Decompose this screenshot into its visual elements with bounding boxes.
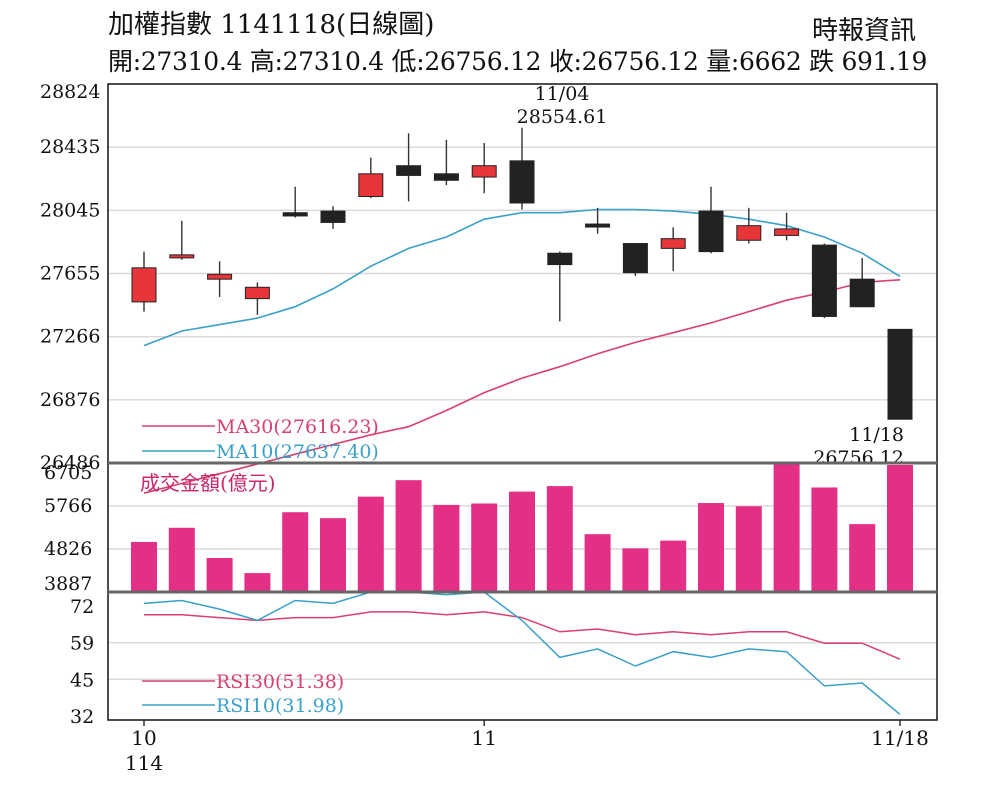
ma30-line xyxy=(143,279,901,494)
rsi30-legend-label: RSI30(51.38) xyxy=(216,671,344,693)
price-tick-label: 26876 xyxy=(40,389,100,411)
candle-body xyxy=(849,278,875,308)
volume-bar xyxy=(660,540,687,592)
volume-bar xyxy=(735,506,762,592)
price-tick-label: 28045 xyxy=(40,199,100,221)
volume-tick-label: 3887 xyxy=(44,573,92,595)
volume-bar xyxy=(849,524,876,592)
rsi-tick-label: 45 xyxy=(70,669,94,691)
volume-bar xyxy=(887,464,913,592)
volume-bar xyxy=(395,480,422,592)
x-tick-label: 11 xyxy=(471,726,496,750)
candle-body xyxy=(660,238,686,249)
volume-bar xyxy=(357,496,384,592)
volume-label: 成交金額(億元) xyxy=(140,471,276,495)
volume-bar xyxy=(622,548,649,592)
chart-source: 時報資訊 xyxy=(812,16,917,46)
candle-body xyxy=(736,225,762,241)
volume-bar xyxy=(282,512,309,592)
candle-body xyxy=(131,267,157,303)
price-tick-label: 27266 xyxy=(40,326,100,348)
volume-bar xyxy=(320,518,346,592)
x-tick-sublabel: 114 xyxy=(125,751,163,775)
candle-body xyxy=(396,165,422,176)
volume-bar xyxy=(773,464,800,592)
candle-body xyxy=(169,254,195,259)
volume-bar xyxy=(584,534,611,592)
volume-bar xyxy=(546,486,573,592)
candle-body xyxy=(244,286,270,300)
volume-bar xyxy=(811,487,838,592)
volume-bar xyxy=(244,573,271,592)
volume-tick-label: 6705 xyxy=(44,462,92,484)
x-tick-label: 11/18 xyxy=(871,726,929,750)
candle-body xyxy=(471,165,497,178)
high-value-label: 28554.61 xyxy=(517,106,608,128)
ohlc-summary: 開:27310.4 高:27310.4 低:26756.12 收:26756.1… xyxy=(108,47,928,76)
rsi-tick-label: 59 xyxy=(70,633,94,655)
chart-frame xyxy=(107,83,938,721)
candle-body xyxy=(282,212,308,217)
volume-bar xyxy=(509,491,535,592)
volume-tick-label: 4826 xyxy=(44,538,92,560)
rsi-tick-label: 32 xyxy=(70,706,94,728)
rsi10-line xyxy=(143,591,901,715)
candle-body xyxy=(547,252,573,266)
candle-body xyxy=(509,160,535,204)
volume-tick-label: 5766 xyxy=(44,495,92,517)
price-tick-label: 28824 xyxy=(40,81,100,103)
volume-bar xyxy=(131,541,157,592)
rsi-tick-label: 72 xyxy=(70,596,94,618)
candle-body xyxy=(585,223,611,228)
volume-bar xyxy=(206,557,233,592)
candle-body xyxy=(887,328,913,420)
ma10-legend-label: MA10(27637.40) xyxy=(216,441,379,463)
price-tick-label: 28435 xyxy=(40,136,100,158)
candle-body xyxy=(433,173,459,181)
chart-title: 加權指數 1141118(日線圖) xyxy=(108,10,435,40)
candle-body xyxy=(358,173,384,198)
ma30-legend-label: MA30(27616.23) xyxy=(216,416,379,438)
candle-body xyxy=(698,210,724,253)
candle-body xyxy=(622,243,648,274)
candle-body xyxy=(811,244,837,317)
rsi10-legend-label: RSI10(31.98) xyxy=(216,695,344,717)
volume-bar xyxy=(471,503,498,592)
high-date-label: 11/04 xyxy=(535,83,590,105)
candle-body xyxy=(320,210,346,223)
price-tick-label: 27655 xyxy=(40,263,100,285)
rsi30-line xyxy=(144,611,901,660)
candle-body xyxy=(774,228,800,236)
x-tick-label: 10 xyxy=(131,726,156,750)
volume-bar xyxy=(433,504,460,592)
low-date-label: 11/18 xyxy=(849,424,904,446)
price-tick-label: 26486 xyxy=(40,452,100,474)
ma10-line xyxy=(143,208,901,347)
candle-body xyxy=(207,273,233,280)
volume-bar xyxy=(168,527,195,592)
volume-bar xyxy=(698,503,724,592)
